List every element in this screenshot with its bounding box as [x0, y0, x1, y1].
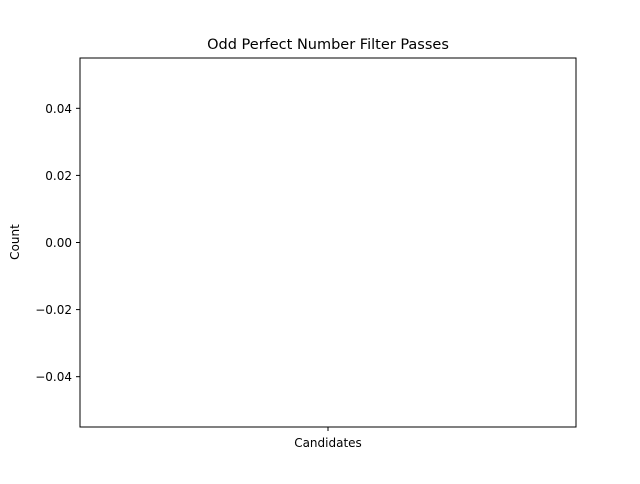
- y-tick-label: 0.00: [45, 236, 72, 250]
- chart-title: Odd Perfect Number Filter Passes: [207, 37, 449, 53]
- y-tick-label: 0.02: [45, 169, 72, 183]
- y-tick-label: −0.04: [35, 370, 72, 384]
- y-tick-label: −0.02: [35, 303, 72, 317]
- ticks-layer: 0.04 0.02 0.00 −0.02 −0.04 Candidates: [35, 102, 362, 450]
- y-axis-label: Count: [8, 224, 22, 260]
- x-tick-label: Candidates: [294, 436, 362, 450]
- plot-area-frame: [79, 57, 577, 428]
- y-tick-label: 0.04: [45, 102, 72, 116]
